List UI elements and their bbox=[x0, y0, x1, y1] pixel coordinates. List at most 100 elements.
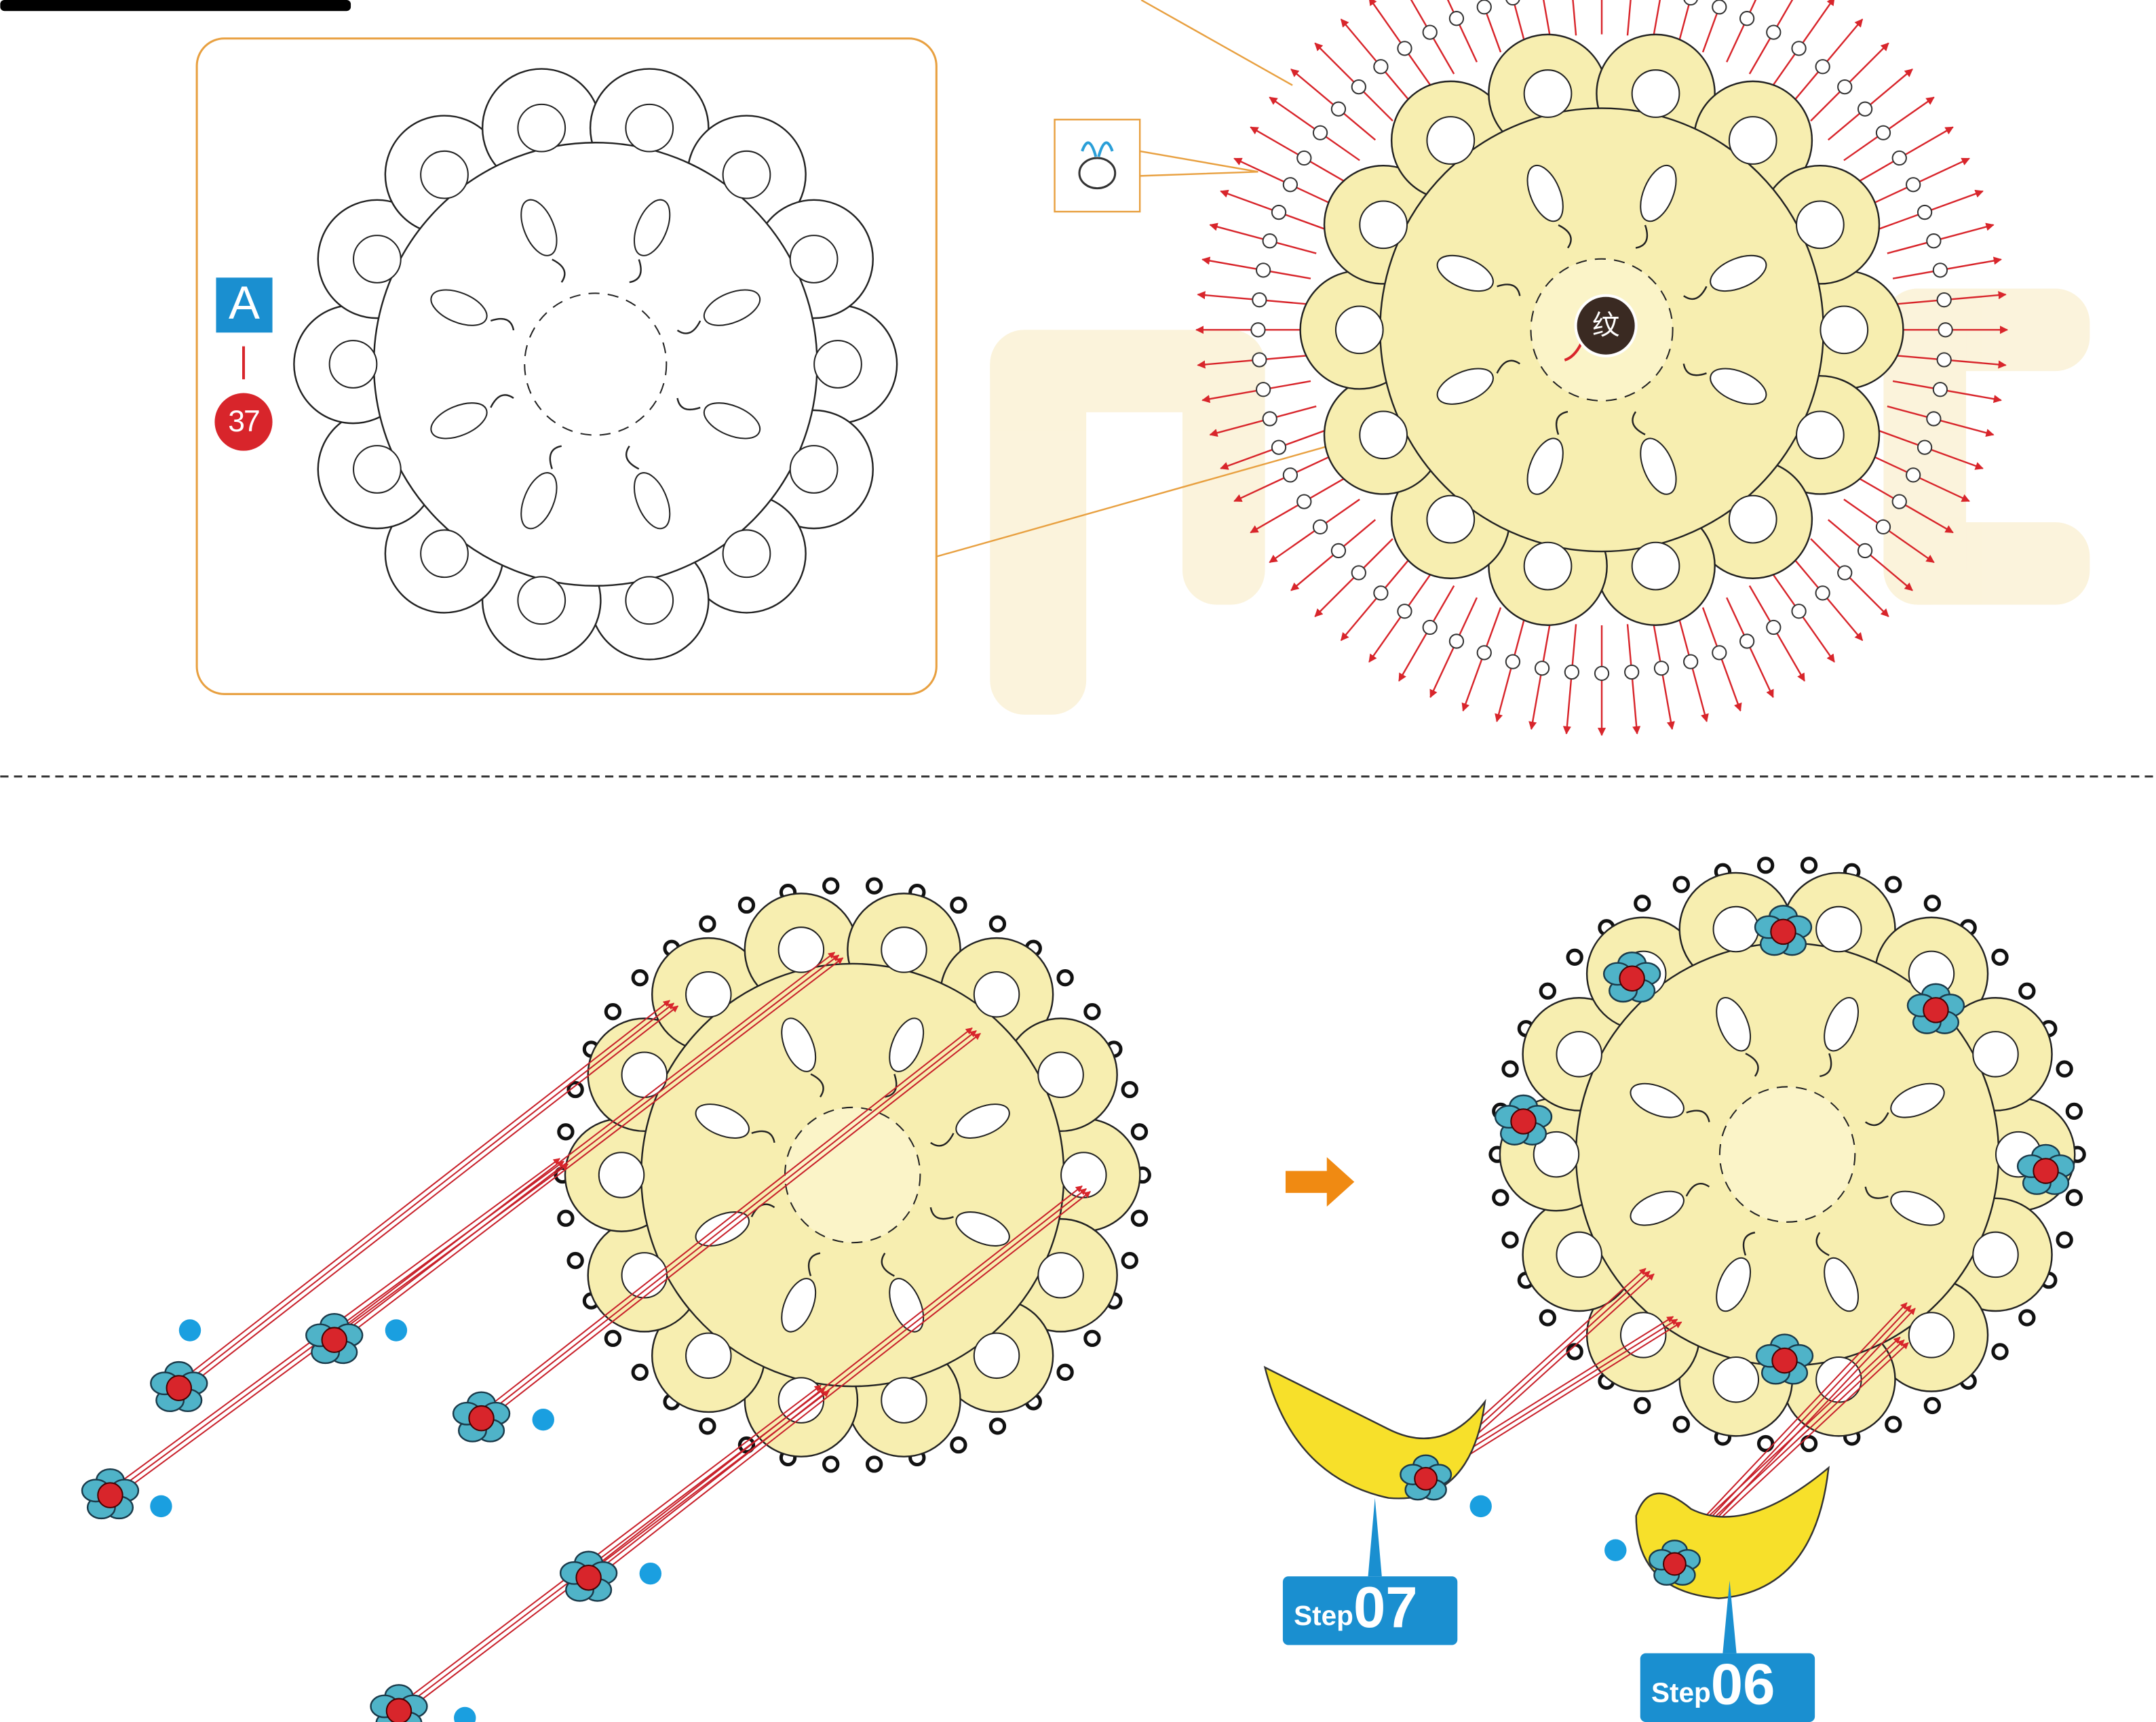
bead bbox=[2058, 1062, 2071, 1076]
tab bbox=[1398, 604, 1411, 618]
tab bbox=[1858, 102, 1872, 116]
lobe-hole bbox=[1796, 201, 1844, 248]
lobe-hole bbox=[599, 1152, 644, 1197]
bead bbox=[868, 879, 881, 893]
lobe-hole bbox=[881, 1377, 926, 1422]
glue-dot bbox=[150, 1495, 172, 1517]
tab bbox=[1933, 263, 1947, 277]
tab bbox=[1332, 102, 1345, 116]
tab bbox=[1284, 178, 1297, 191]
bead bbox=[1993, 1345, 2007, 1358]
flower-center bbox=[1663, 1553, 1686, 1576]
bead bbox=[633, 1365, 647, 1379]
badge-pointer bbox=[1368, 1498, 1382, 1577]
bead bbox=[1636, 1398, 1649, 1412]
bead bbox=[1085, 1005, 1099, 1019]
bead bbox=[1132, 1211, 1146, 1225]
tab bbox=[1263, 412, 1277, 425]
top-bar bbox=[0, 0, 351, 11]
lobe-hole bbox=[1524, 543, 1572, 590]
tab bbox=[1256, 383, 1270, 396]
lobe-hole bbox=[1632, 543, 1680, 590]
lobe-hole bbox=[518, 576, 565, 624]
bead bbox=[1494, 1191, 1507, 1205]
bead bbox=[1993, 950, 2007, 964]
lobe-hole bbox=[686, 972, 731, 1017]
lobe-hole bbox=[1336, 306, 1383, 353]
tab bbox=[1478, 646, 1491, 659]
bead bbox=[1887, 1417, 1900, 1431]
bead bbox=[1568, 1345, 1581, 1358]
outline-part bbox=[294, 69, 897, 660]
tab bbox=[1918, 440, 1931, 454]
fold-arrow bbox=[1678, 0, 1707, 45]
tab bbox=[1816, 586, 1830, 600]
tab bbox=[1478, 0, 1491, 14]
flower-center bbox=[1923, 998, 1948, 1022]
lobe-hole bbox=[974, 972, 1019, 1017]
flower-center bbox=[1414, 1468, 1437, 1490]
tab bbox=[1252, 353, 1266, 366]
glue-dot bbox=[1470, 1495, 1492, 1517]
tab bbox=[1927, 234, 1940, 248]
bead bbox=[2067, 1191, 2081, 1205]
lobe-hole bbox=[1556, 1232, 1601, 1277]
tab bbox=[1933, 383, 1947, 396]
lobe-hole bbox=[881, 927, 926, 972]
tab bbox=[1252, 293, 1266, 307]
bead bbox=[1759, 1436, 1773, 1450]
fold-arrow bbox=[1653, 0, 1672, 39]
tab bbox=[1595, 667, 1609, 680]
bead bbox=[569, 1253, 582, 1267]
tab bbox=[1740, 634, 1754, 648]
glue-dot bbox=[454, 1707, 476, 1722]
bead bbox=[824, 879, 838, 893]
bead bbox=[606, 1331, 619, 1345]
bead bbox=[1123, 1253, 1136, 1267]
callout-text: 纹 bbox=[1592, 309, 1620, 340]
bead bbox=[868, 1457, 881, 1471]
bead bbox=[1636, 897, 1649, 910]
bead bbox=[1759, 859, 1773, 872]
leader-line bbox=[1140, 151, 1258, 176]
lobe-hole bbox=[723, 151, 771, 199]
bead bbox=[2020, 984, 2034, 998]
crescent-piece bbox=[1265, 1367, 1485, 1498]
tab bbox=[1272, 206, 1286, 219]
tab bbox=[1838, 566, 1851, 579]
step-badge: Step07 bbox=[1283, 1498, 1457, 1645]
center-hole bbox=[1720, 1087, 1855, 1221]
bead bbox=[1674, 878, 1688, 891]
tab bbox=[1938, 293, 1951, 307]
lobe-hole bbox=[1632, 70, 1680, 117]
instruction-sheet: A 37 纹 Step07Step06 bbox=[0, 0, 2156, 1722]
tab bbox=[1313, 520, 1327, 534]
lobe-hole bbox=[1556, 1032, 1601, 1076]
lobe-hole bbox=[1427, 117, 1474, 164]
bead bbox=[1802, 859, 1815, 872]
tab bbox=[1332, 544, 1345, 557]
bead bbox=[2020, 1311, 2034, 1325]
lobe-hole bbox=[1973, 1032, 2018, 1076]
lobe-hole bbox=[330, 340, 377, 388]
tab bbox=[1938, 353, 1951, 366]
tab bbox=[1712, 0, 1726, 14]
flower-center bbox=[1771, 920, 1795, 944]
tab bbox=[1712, 646, 1726, 659]
bead bbox=[1058, 1365, 1072, 1379]
lobe-hole bbox=[686, 1333, 731, 1378]
bead bbox=[559, 1125, 573, 1139]
tab bbox=[1352, 80, 1366, 94]
leader-line bbox=[1141, 0, 1292, 85]
lobe-hole bbox=[723, 530, 771, 577]
flower-center bbox=[1772, 1348, 1796, 1373]
tab bbox=[1858, 544, 1872, 557]
lobe-hole bbox=[421, 151, 468, 199]
lobe-hole bbox=[1816, 907, 1861, 952]
flower bbox=[151, 1362, 207, 1411]
tab bbox=[1352, 566, 1366, 579]
part-letter: A bbox=[229, 277, 260, 329]
lobe-hole bbox=[1360, 201, 1407, 248]
tab bbox=[1792, 41, 1805, 55]
lobe-hole bbox=[353, 235, 401, 283]
